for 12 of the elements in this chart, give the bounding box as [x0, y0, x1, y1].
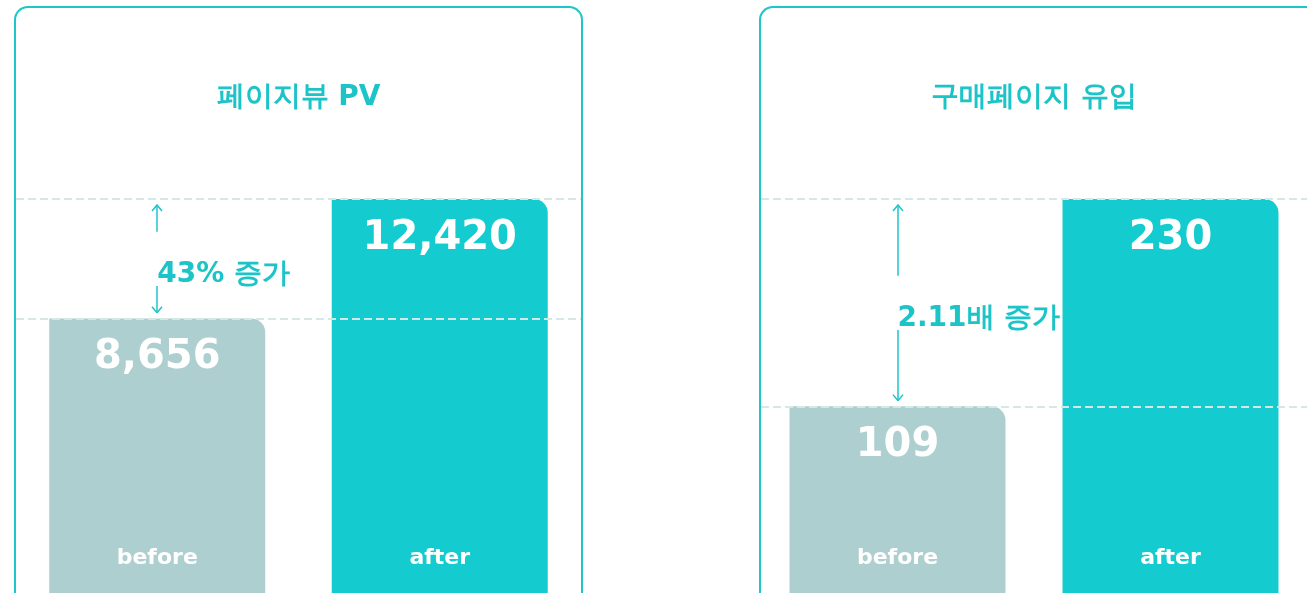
x-tick-label: after	[1140, 543, 1201, 569]
data-label: 230	[1128, 212, 1213, 258]
x-tick-label: before	[856, 543, 939, 569]
data-label: 8,656	[93, 331, 221, 378]
x-tick-label: before	[116, 543, 198, 569]
x-tick-label: after	[409, 543, 471, 569]
data-label: 12,420	[362, 212, 517, 258]
annotation: 2.11배 증가	[897, 300, 1061, 334]
data-label: 109	[855, 419, 940, 466]
annotation: 43% 증가	[157, 256, 291, 290]
chart-title: 구매페이지 유입	[931, 78, 1137, 112]
chart-title: 페이지뷰 PV	[216, 78, 381, 112]
